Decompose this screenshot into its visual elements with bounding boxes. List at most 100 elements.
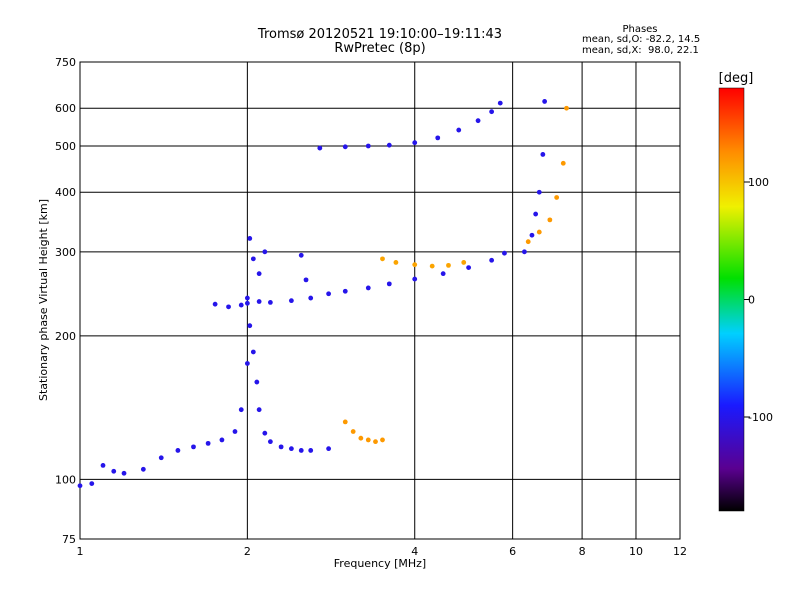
f1-spread-point <box>250 256 256 262</box>
colorbar-tick-label: 0 <box>748 294 755 307</box>
x-axis-label: Frequency [MHz] <box>334 557 426 570</box>
f1-spread-point <box>262 249 268 255</box>
f1-o-trace-point <box>342 288 348 294</box>
f1-spread-point <box>298 252 304 258</box>
e-layer-low-point <box>244 361 250 366</box>
e-layer-low-point <box>100 462 106 468</box>
f1-o-trace-point <box>308 295 314 301</box>
f2-cusp-x-point <box>554 195 560 200</box>
e-layer-low-point <box>111 468 117 474</box>
x-tick-label: 2 <box>244 545 251 558</box>
y-axis-ticks: 75 100 200 300 400 500 600 750 <box>55 56 76 546</box>
e-layer-low-point <box>175 448 181 453</box>
x-tick-label: 1 <box>77 545 84 558</box>
x-tick-label: 6 <box>509 545 516 558</box>
e-cusp-spread-point <box>256 407 262 413</box>
phases-line-x: mean, sd,X: 98.0, 22.1 <box>582 45 699 56</box>
e-layer-low-point <box>232 429 238 434</box>
y-tick-label: 200 <box>55 330 76 343</box>
f1-o-trace-point <box>267 300 273 305</box>
f2-cusp-o-point <box>529 232 535 238</box>
e-x-trace-point <box>373 439 378 445</box>
e-layer-low-point <box>238 407 244 413</box>
f2-cusp-x-point <box>525 239 531 245</box>
f2-cusp-x-point <box>547 217 553 223</box>
f2-o-trace-point <box>456 127 462 133</box>
f1-o-trace-point <box>288 298 294 304</box>
f2-o-trace-point <box>435 135 441 141</box>
f2-o-trace-point <box>386 142 392 148</box>
f1-o-trace-point <box>466 265 472 270</box>
f1-spread-point <box>303 277 309 283</box>
plot-frame <box>79 61 681 540</box>
f2-o-trace-point <box>489 109 495 115</box>
f2-o-trace-point <box>317 145 323 151</box>
f-x-trace-point <box>393 260 399 265</box>
f1-spread-point <box>247 236 253 241</box>
e-x-trace-point <box>380 437 385 443</box>
e-cusp-spread-point <box>254 379 260 385</box>
f1-o-trace-point <box>489 257 495 263</box>
e-layer-low-point <box>219 437 225 443</box>
e-cusp-spread-point <box>326 446 332 452</box>
f2-cusp-x-point <box>564 105 569 111</box>
y-axis-label: Stationary phase Virtual Height [km] <box>37 199 50 401</box>
f1-o-trace-point <box>238 302 244 308</box>
y-tick-label: 100 <box>55 473 76 486</box>
x-tick-label: 12 <box>673 545 687 558</box>
e-cusp-spread-point <box>308 448 314 453</box>
f-x-trace-point <box>412 262 418 268</box>
colorbar-ticks: 100 0 -100 <box>744 176 773 424</box>
e-layer-low-point <box>89 481 95 486</box>
f2-o-trace-point <box>342 144 348 150</box>
e-cusp-spread-point <box>262 430 268 436</box>
e-layer-low-point <box>140 466 146 472</box>
f2-cusp-o-point <box>536 189 542 195</box>
f1-o-trace-point <box>244 300 250 306</box>
e-layer-low-point <box>191 444 196 450</box>
chart-title: Tromsø 20120521 19:10:00–19:11:43 <box>257 27 503 42</box>
y-tick-label: 400 <box>55 186 76 199</box>
f2-cusp-o-point <box>522 249 527 255</box>
colorbar-tick-label: 100 <box>748 176 769 189</box>
phases-heading: Phases <box>622 24 658 35</box>
f2-cusp-o-point <box>533 211 539 217</box>
colorbar-label: [deg] <box>719 71 754 86</box>
y-tick-label: 300 <box>55 246 76 259</box>
y-tick-label: 500 <box>55 140 76 153</box>
f2-o-trace-point <box>497 100 503 106</box>
x-tick-label: 8 <box>579 545 586 558</box>
x-tick-label: 10 <box>629 545 643 558</box>
phases-line-o: mean, sd,O: -82.2, 14.5 <box>582 34 701 45</box>
e-cusp-spread-point <box>267 439 273 445</box>
f-x-trace-point <box>429 263 435 269</box>
x-tick-label: 4 <box>411 545 418 558</box>
e-cusp-spread-point <box>250 349 256 355</box>
y-tick-label: 600 <box>55 102 76 115</box>
f-x-trace-point <box>446 262 451 268</box>
f1-o-trace-point <box>502 250 507 256</box>
e-cusp-spread-point <box>298 448 304 453</box>
f1-o-trace-point <box>412 276 418 282</box>
f1-o-trace-point <box>440 271 446 277</box>
colorbar-tick-label: -100 <box>748 411 773 424</box>
f2-o-trace-point <box>365 143 371 149</box>
grid-lines <box>80 62 680 539</box>
y-tick-label: 75 <box>62 533 76 546</box>
f1-o-trace-point <box>326 291 332 297</box>
chart-subtitle: RwPretec (8p) <box>334 41 426 56</box>
e-layer-low-point <box>77 483 83 489</box>
f1-o-trace-point <box>256 299 262 304</box>
f1-o-trace-point <box>212 301 218 307</box>
y-tick-label: 750 <box>55 56 76 69</box>
f2-o-trace-point <box>412 140 418 146</box>
e-cusp-spread-point <box>288 446 294 452</box>
e-x-trace-point <box>350 429 356 434</box>
x-axis-ticks: 1 2 4 6 8 10 12 <box>77 545 688 558</box>
colorbar <box>718 87 745 512</box>
f2-cusp-o-point <box>540 152 546 157</box>
f1-o-trace-point <box>226 304 231 310</box>
e-layer-low-point <box>158 455 164 461</box>
f-x-trace-point <box>380 256 385 262</box>
e-x-trace-point <box>358 435 364 441</box>
